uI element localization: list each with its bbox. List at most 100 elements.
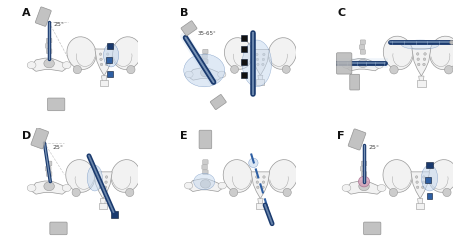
Ellipse shape (184, 54, 225, 87)
Circle shape (99, 186, 101, 188)
Ellipse shape (242, 40, 272, 87)
Polygon shape (258, 199, 263, 207)
Ellipse shape (67, 37, 96, 69)
Circle shape (422, 176, 425, 178)
Circle shape (100, 63, 103, 66)
Bar (427, 193, 432, 199)
Circle shape (263, 53, 265, 56)
Text: A: A (22, 8, 31, 18)
Ellipse shape (111, 160, 140, 192)
FancyBboxPatch shape (181, 21, 197, 36)
Polygon shape (251, 172, 270, 199)
Circle shape (72, 188, 80, 197)
Text: C: C (337, 8, 345, 18)
Circle shape (415, 176, 418, 178)
Bar (111, 211, 118, 217)
Bar (107, 43, 113, 49)
Text: 25°: 25° (369, 145, 380, 150)
Bar (100, 80, 108, 86)
Ellipse shape (342, 62, 351, 68)
FancyBboxPatch shape (364, 222, 381, 235)
Circle shape (256, 53, 258, 56)
Polygon shape (345, 59, 381, 71)
Bar (99, 203, 107, 209)
Circle shape (256, 181, 258, 183)
Ellipse shape (383, 36, 413, 70)
Ellipse shape (218, 71, 226, 78)
Ellipse shape (62, 184, 71, 192)
Ellipse shape (359, 182, 369, 191)
Circle shape (389, 188, 398, 197)
Circle shape (257, 63, 259, 66)
FancyBboxPatch shape (337, 53, 352, 74)
Circle shape (417, 58, 419, 61)
Ellipse shape (62, 62, 71, 69)
FancyBboxPatch shape (203, 59, 208, 63)
Circle shape (283, 65, 290, 73)
Bar (241, 72, 247, 78)
Ellipse shape (223, 160, 252, 192)
Ellipse shape (87, 165, 102, 191)
Bar (256, 79, 264, 85)
Ellipse shape (429, 36, 459, 70)
FancyBboxPatch shape (46, 172, 52, 176)
Circle shape (424, 53, 426, 55)
Ellipse shape (201, 69, 210, 77)
Bar (256, 203, 264, 209)
Circle shape (100, 58, 102, 61)
Polygon shape (100, 199, 106, 207)
FancyBboxPatch shape (203, 49, 208, 54)
FancyBboxPatch shape (46, 44, 51, 48)
Circle shape (104, 186, 107, 188)
FancyBboxPatch shape (360, 166, 366, 171)
FancyBboxPatch shape (360, 50, 365, 54)
Bar (416, 203, 424, 209)
Circle shape (421, 186, 424, 188)
FancyBboxPatch shape (46, 166, 51, 171)
Circle shape (422, 181, 425, 183)
Ellipse shape (66, 160, 95, 192)
FancyBboxPatch shape (360, 40, 365, 44)
Circle shape (106, 58, 109, 61)
FancyBboxPatch shape (50, 222, 67, 235)
FancyBboxPatch shape (36, 7, 51, 26)
Bar (107, 71, 113, 77)
Bar (417, 80, 426, 87)
Ellipse shape (184, 182, 193, 189)
FancyBboxPatch shape (46, 161, 52, 166)
Polygon shape (345, 181, 383, 194)
Circle shape (255, 176, 258, 178)
Text: E: E (180, 131, 187, 141)
FancyBboxPatch shape (31, 128, 49, 149)
Circle shape (229, 188, 238, 197)
Polygon shape (95, 49, 113, 76)
Circle shape (450, 40, 454, 45)
FancyBboxPatch shape (46, 49, 52, 53)
Ellipse shape (112, 37, 141, 69)
Circle shape (417, 53, 419, 55)
FancyBboxPatch shape (202, 165, 207, 169)
FancyBboxPatch shape (46, 38, 52, 43)
Bar (426, 178, 431, 183)
Polygon shape (101, 76, 107, 84)
FancyBboxPatch shape (361, 172, 367, 176)
Polygon shape (187, 179, 224, 192)
Polygon shape (419, 76, 424, 84)
Ellipse shape (185, 71, 193, 78)
Text: 25°: 25° (53, 145, 64, 150)
Ellipse shape (249, 158, 258, 168)
FancyBboxPatch shape (203, 160, 208, 164)
Ellipse shape (218, 182, 227, 189)
Circle shape (105, 176, 108, 178)
Ellipse shape (201, 180, 210, 188)
Ellipse shape (342, 184, 351, 192)
Circle shape (418, 63, 420, 66)
FancyBboxPatch shape (361, 161, 367, 166)
Ellipse shape (401, 40, 439, 49)
Ellipse shape (383, 160, 412, 192)
Circle shape (283, 188, 292, 197)
Circle shape (445, 65, 453, 74)
Ellipse shape (225, 38, 253, 69)
Circle shape (105, 181, 107, 183)
Text: D: D (22, 131, 31, 141)
